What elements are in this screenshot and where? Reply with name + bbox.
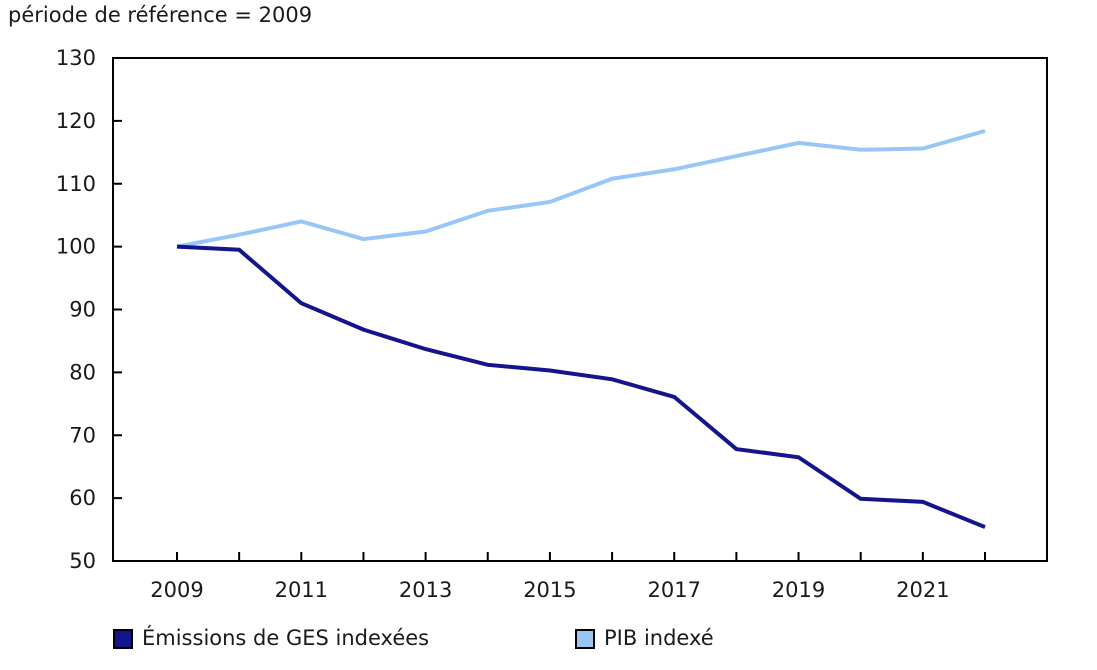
- y-tick-label: 50: [69, 549, 96, 573]
- ges-legend-label: Émissions de GES indexées: [142, 626, 430, 650]
- y-tick-label: 70: [69, 423, 96, 447]
- y-tick-label: 80: [69, 360, 96, 384]
- y-tick-label: 110: [56, 172, 96, 196]
- x-tick-label: 2013: [399, 578, 452, 602]
- x-tick-label: 2011: [275, 578, 328, 602]
- page-title: période de référence = 2009: [8, 3, 313, 27]
- chart-legend: Émissions de GES indexées PIB indexé: [0, 628, 1097, 652]
- x-tick-label: 2021: [896, 578, 949, 602]
- legend-item-pib: PIB indexé: [575, 628, 714, 649]
- y-tick-label: 100: [56, 235, 96, 259]
- x-tick-label: 2015: [523, 578, 576, 602]
- pib-legend-label: PIB indexé: [604, 626, 714, 650]
- legend-item-ges: Émissions de GES indexées: [113, 628, 429, 649]
- x-tick-label: 2019: [772, 578, 825, 602]
- line-chart: 50 60 70 80 90 100 110 120 130 2009 2011 2013 2015 20…: [56, 46, 1048, 602]
- x-tick-label: 2009: [150, 578, 203, 602]
- pib-legend-swatch-icon: [575, 628, 595, 649]
- y-tick-label: 60: [69, 486, 96, 510]
- y-tick-label: 120: [56, 109, 96, 133]
- x-tick-label: 2017: [648, 578, 701, 602]
- y-tick-label: 130: [56, 46, 96, 70]
- series-line-1: [176, 129, 986, 249]
- y-tick-label: 90: [69, 298, 96, 322]
- plot-frame: [112, 57, 1048, 562]
- ges-legend-swatch-icon: [113, 628, 133, 649]
- series-line-0: [176, 244, 986, 529]
